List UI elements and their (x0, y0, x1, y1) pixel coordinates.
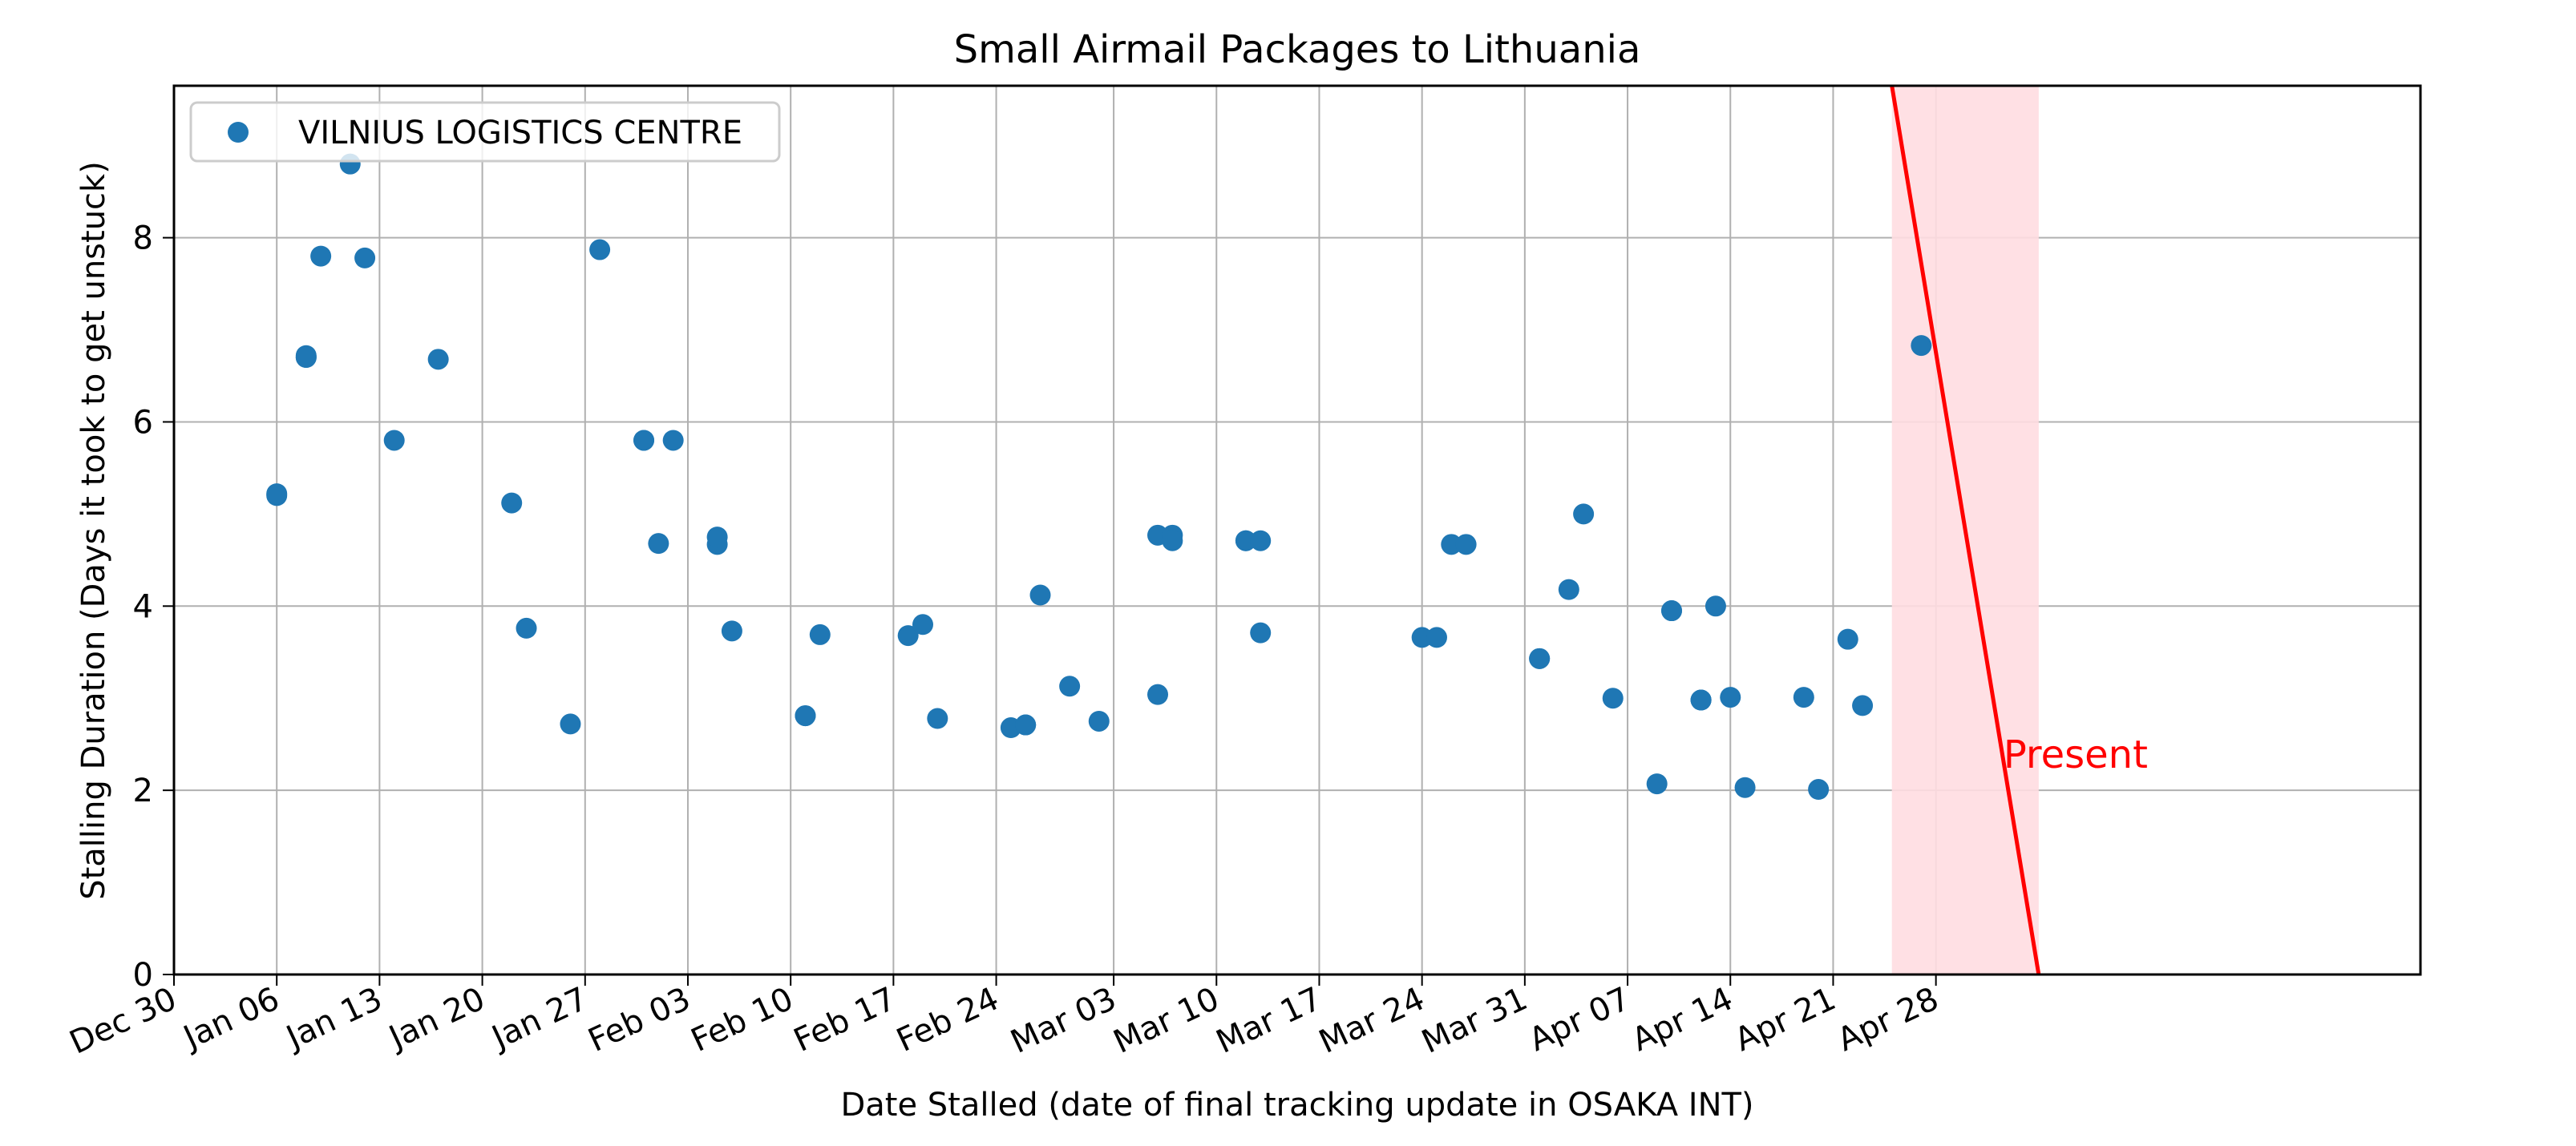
data-point (1558, 579, 1579, 600)
data-point (927, 708, 948, 729)
data-point (1911, 335, 1932, 357)
chart-title: Small Airmail Packages to Lithuania (954, 27, 1641, 72)
data-point (1015, 714, 1037, 736)
data-point (1705, 595, 1726, 617)
scatter-points (266, 153, 1932, 801)
legend-box (189, 101, 781, 163)
trend-line-layer (1890, 85, 2041, 975)
data-point (383, 430, 405, 451)
data-point (501, 492, 523, 514)
data-point (516, 617, 537, 639)
data-point (427, 349, 449, 370)
present-line (1890, 85, 2041, 975)
data-point (1411, 627, 1433, 648)
legend-label: VILNIUS LOGISTICS CENTRE (298, 115, 742, 151)
data-point (1250, 530, 1272, 551)
y-tick-label: 0 (133, 957, 153, 994)
data-point (1602, 688, 1624, 709)
y-tick-label: 2 (133, 773, 153, 809)
legend: VILNIUS LOGISTICS CENTRE (189, 101, 781, 163)
data-point (1573, 503, 1595, 525)
data-point (1690, 689, 1712, 711)
y-axis-label: Stalling Duration (Days it took to get u… (75, 161, 112, 900)
data-point (897, 625, 919, 647)
data-point (721, 620, 742, 642)
data-point (354, 247, 376, 268)
data-point (1734, 777, 1756, 798)
data-point (1425, 627, 1447, 648)
data-point (1455, 534, 1477, 555)
legend-marker (228, 122, 249, 143)
data-point (1029, 584, 1051, 606)
data-point (809, 623, 831, 645)
data-point (662, 430, 684, 451)
data-point (1646, 773, 1668, 795)
data-point (1441, 534, 1462, 555)
data-point (633, 430, 655, 451)
data-point (1529, 648, 1551, 669)
data-point (560, 713, 581, 735)
y-tick-label: 8 (133, 220, 153, 257)
data-point (912, 614, 933, 636)
data-point (589, 239, 611, 260)
data-point (1235, 530, 1256, 551)
data-point (295, 347, 317, 369)
data-point (1088, 710, 1110, 732)
data-point (1250, 622, 1272, 644)
data-point (266, 483, 288, 505)
data-point (1793, 687, 1814, 708)
y-tick-label: 6 (133, 404, 153, 441)
data-point (1837, 628, 1858, 650)
data-point (1808, 779, 1830, 801)
y-axis: 0 2 4 6 8 (133, 220, 174, 994)
data-point (1147, 684, 1169, 705)
data-point (648, 533, 669, 555)
data-point (1162, 530, 1183, 551)
data-point (706, 527, 728, 548)
data-point (1852, 695, 1874, 716)
plot-frame (172, 84, 2422, 976)
data-point (1059, 676, 1081, 697)
data-point (310, 245, 332, 267)
data-point (1720, 687, 1741, 708)
present-annotation: Present (2004, 732, 2148, 777)
x-axis-label: Date Stalled (date of final tracking upd… (840, 1087, 1753, 1124)
data-point (1661, 600, 1682, 622)
data-point (795, 705, 816, 727)
y-tick-label: 4 (133, 588, 153, 625)
